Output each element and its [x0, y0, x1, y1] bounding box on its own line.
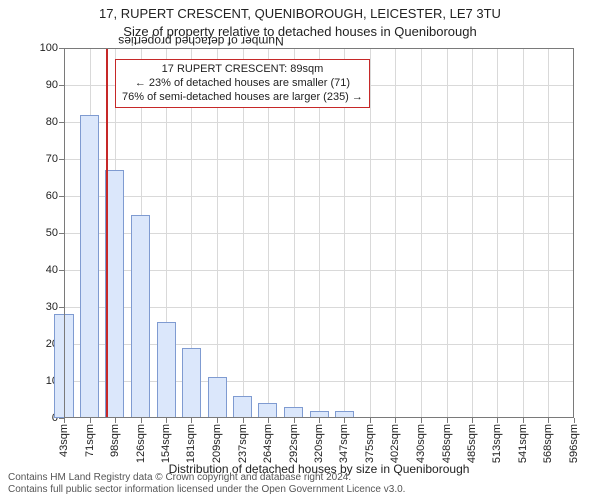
x-tick-label: 402sqm: [389, 424, 401, 463]
x-tick: [421, 418, 422, 423]
y-tick-label: 100: [40, 42, 58, 54]
x-tick: [574, 418, 575, 423]
x-tick-label: 375sqm: [364, 424, 376, 463]
footer-line-2: Contains full public sector information …: [8, 484, 405, 496]
chart-container: 17, RUPERT CRESCENT, QUENIBOROUGH, LEICE…: [0, 0, 600, 500]
x-tick-label: 458sqm: [441, 424, 453, 463]
x-tick: [319, 418, 320, 423]
chart-title-main: 17, RUPERT CRESCENT, QUENIBOROUGH, LEICE…: [0, 6, 600, 21]
y-tick-label: 90: [46, 79, 58, 91]
x-tick-label: 596sqm: [568, 424, 580, 463]
x-tick-label: 98sqm: [109, 424, 121, 457]
y-tick-label: 40: [46, 264, 58, 276]
x-tick-label: 126sqm: [135, 424, 147, 463]
x-tick: [166, 418, 167, 423]
plot-border: [64, 48, 574, 418]
x-tick-label: 209sqm: [211, 424, 223, 463]
y-tick-label: 70: [46, 153, 58, 165]
footer-attribution: Contains HM Land Registry data © Crown c…: [8, 472, 405, 496]
x-tick: [472, 418, 473, 423]
x-tick: [191, 418, 192, 423]
y-axis-title: Number of detached properties: [118, 34, 283, 48]
x-tick-label: 264sqm: [262, 424, 274, 463]
x-tick: [370, 418, 371, 423]
y-tick-label: 30: [46, 301, 58, 313]
y-axis-title-container: Number of detached properties: [16, 34, 386, 48]
x-tick-label: 181sqm: [185, 424, 197, 463]
y-tick-label: 80: [46, 116, 58, 128]
x-tick: [497, 418, 498, 423]
x-tick: [344, 418, 345, 423]
x-tick: [548, 418, 549, 423]
x-tick: [523, 418, 524, 423]
x-tick: [115, 418, 116, 423]
y-tick-label: 60: [46, 190, 58, 202]
x-tick-label: 568sqm: [542, 424, 554, 463]
plot-area: 010203040506070809010043sqm71sqm98sqm126…: [64, 48, 574, 418]
x-tick: [64, 418, 65, 423]
x-tick: [294, 418, 295, 423]
x-tick-label: 513sqm: [491, 424, 503, 463]
x-tick-label: 320sqm: [313, 424, 325, 463]
x-tick-label: 347sqm: [338, 424, 350, 463]
x-tick-label: 71sqm: [84, 424, 96, 457]
x-tick-label: 154sqm: [160, 424, 172, 463]
x-tick: [217, 418, 218, 423]
x-tick-label: 43sqm: [58, 424, 70, 457]
x-tick: [447, 418, 448, 423]
x-tick: [243, 418, 244, 423]
footer-line-1: Contains HM Land Registry data © Crown c…: [8, 472, 405, 484]
x-tick: [395, 418, 396, 423]
x-tick: [141, 418, 142, 423]
x-tick: [268, 418, 269, 423]
x-tick-label: 430sqm: [415, 424, 427, 463]
y-tick-label: 50: [46, 227, 58, 239]
x-tick-label: 237sqm: [237, 424, 249, 463]
x-tick-label: 541sqm: [517, 424, 529, 463]
x-tick-label: 292sqm: [288, 424, 300, 463]
x-tick: [90, 418, 91, 423]
x-tick-label: 485sqm: [466, 424, 478, 463]
